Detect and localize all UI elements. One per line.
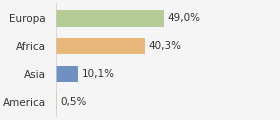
Text: 40,3%: 40,3% [148, 41, 181, 51]
Bar [56, 93, 57, 110]
Bar [56, 66, 78, 82]
Bar [56, 38, 145, 54]
Text: 0,5%: 0,5% [60, 97, 87, 107]
Text: 49,0%: 49,0% [167, 13, 200, 23]
Bar [56, 10, 164, 27]
Text: 10,1%: 10,1% [81, 69, 114, 79]
